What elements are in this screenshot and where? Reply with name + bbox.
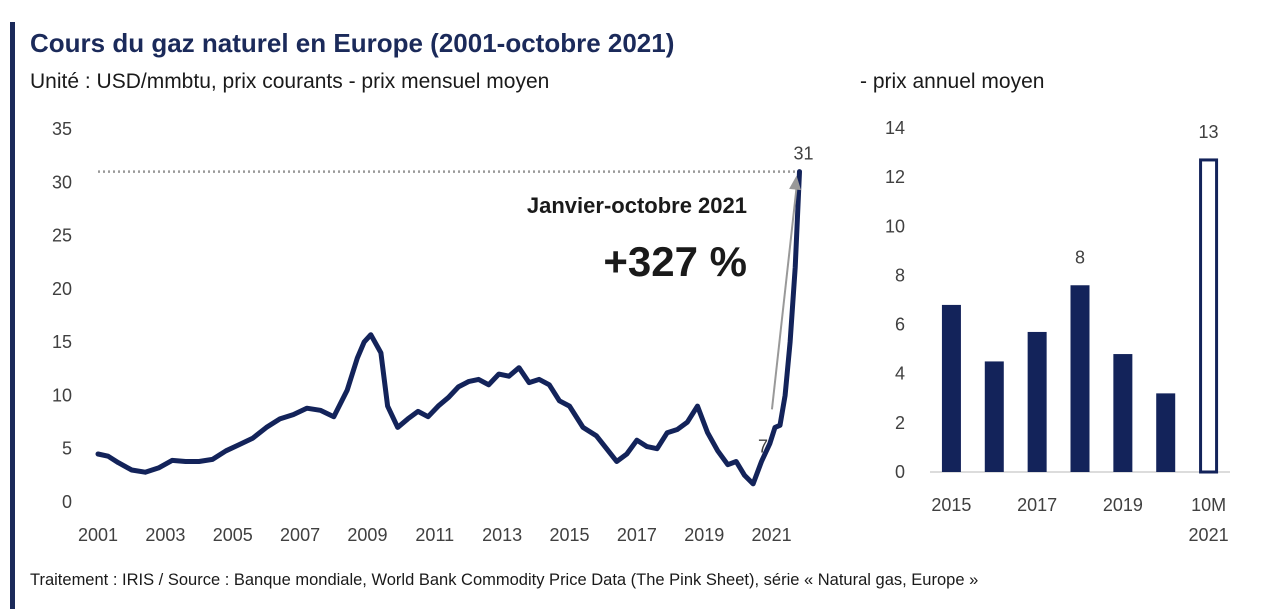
x-tick-label: 2021 [752, 525, 792, 545]
x-tick-label: 2013 [482, 525, 522, 545]
y-tick-label: 8 [895, 265, 905, 285]
bar [1027, 331, 1047, 472]
y-tick-label: 10 [885, 216, 905, 236]
growth-arrow-shaft [770, 187, 798, 410]
y-tick-label: 30 [52, 172, 72, 192]
x-tick-label: 2005 [213, 525, 253, 545]
x-tick-label: 2015 [931, 495, 971, 515]
x-tick-label: 2021 [1189, 525, 1229, 545]
bar [1113, 354, 1133, 472]
data-label: 31 [794, 144, 814, 164]
bar [941, 304, 961, 472]
source-footer: Traitement : IRIS / Source : Banque mond… [30, 571, 979, 589]
y-tick-label: 35 [52, 119, 72, 139]
y-tick-label: 4 [895, 364, 905, 384]
y-tick-label: 20 [52, 279, 72, 299]
x-tick-label: 2017 [1017, 495, 1057, 515]
accent-bar [10, 22, 15, 609]
change-annotation: +327 % [603, 238, 747, 285]
y-tick-label: 6 [895, 315, 905, 335]
bar [1070, 285, 1090, 472]
y-tick-label: 25 [52, 226, 72, 246]
series-line [95, 169, 802, 487]
x-tick-label: 2001 [78, 525, 118, 545]
y-tick-label: 12 [885, 167, 905, 187]
y-tick-label: 10 [52, 385, 72, 405]
x-tick-label: 2009 [347, 525, 387, 545]
x-tick-label: 10M [1191, 495, 1226, 515]
subtitle-monthly: Unité : USD/mmbtu, prix courants - prix … [30, 70, 550, 93]
growth-arrow-head [789, 175, 802, 191]
data-label: 7 [758, 436, 768, 456]
period-annotation: Janvier-octobre 2021 [527, 193, 747, 218]
x-tick-label: 2003 [145, 525, 185, 545]
x-tick-label: 2019 [684, 525, 724, 545]
data-label: 13 [1199, 122, 1219, 142]
x-tick-label: 2015 [549, 525, 589, 545]
annual-bar-chart: 0 2 4 6 8 10 12 14 2015 2017 2019 10M 2021 8 13 [885, 118, 1230, 545]
y-tick-label: 14 [885, 118, 905, 138]
x-tick-label: 2011 [415, 525, 454, 545]
bar-outline [1199, 158, 1219, 474]
x-tick-label: 2007 [280, 525, 320, 545]
x-tick-label: 2017 [617, 525, 657, 545]
data-label: 8 [1075, 247, 1085, 267]
monthly-line-chart: 0 5 10 15 20 25 30 35 2001 2003 2005 2007 2009 2011 20… [52, 119, 814, 545]
y-tick-label: 0 [895, 462, 905, 482]
y-tick-label: 15 [52, 332, 72, 352]
chart-title: Cours du gaz naturel en Europe (2001-oct… [30, 28, 675, 58]
y-tick-label: 5 [62, 439, 72, 459]
bar [1156, 393, 1176, 472]
y-tick-label: 0 [62, 492, 72, 512]
subtitle-annual: - prix annuel moyen [860, 70, 1045, 93]
bar [984, 361, 1004, 472]
x-tick-label: 2019 [1103, 495, 1143, 515]
y-tick-label: 2 [895, 413, 905, 433]
